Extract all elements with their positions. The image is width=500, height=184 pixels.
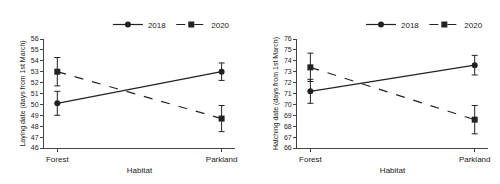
svg-text:56: 56	[31, 35, 39, 42]
svg-text:Forest: Forest	[299, 155, 322, 164]
svg-text:51: 51	[31, 90, 39, 97]
svg-text:Habitat: Habitat	[127, 166, 153, 175]
svg-text:69: 69	[284, 112, 292, 119]
svg-text:2018: 2018	[401, 21, 419, 30]
svg-text:53: 53	[31, 68, 39, 75]
svg-text:52: 52	[31, 79, 39, 86]
svg-text:2018: 2018	[148, 21, 166, 30]
svg-text:72: 72	[284, 79, 292, 86]
svg-text:Parkland: Parkland	[206, 155, 238, 164]
svg-text:48: 48	[31, 123, 39, 130]
svg-text:55: 55	[31, 46, 39, 53]
svg-text:2020: 2020	[464, 21, 482, 30]
svg-text:74: 74	[284, 57, 292, 64]
svg-text:49: 49	[31, 112, 39, 119]
svg-text:Forest: Forest	[46, 155, 69, 164]
svg-text:76: 76	[284, 35, 292, 42]
svg-text:66: 66	[284, 144, 292, 151]
svg-text:54: 54	[31, 57, 39, 64]
svg-text:Parkland: Parkland	[459, 155, 491, 164]
svg-text:50: 50	[31, 101, 39, 108]
svg-text:75: 75	[284, 46, 292, 53]
svg-text:Laying date (days from 1st Mar: Laying date (days from 1st March)	[19, 40, 27, 146]
svg-text:70: 70	[284, 101, 292, 108]
svg-text:Hatching date (days from 1st M: Hatching date (days from 1st March)	[272, 37, 280, 150]
svg-text:46: 46	[31, 144, 39, 151]
svg-text:73: 73	[284, 68, 292, 75]
svg-text:67: 67	[284, 134, 292, 141]
svg-text:Habitat: Habitat	[380, 166, 406, 175]
svg-text:71: 71	[284, 90, 292, 97]
svg-text:68: 68	[284, 123, 292, 130]
svg-text:47: 47	[31, 134, 39, 141]
svg-text:2020: 2020	[211, 21, 229, 30]
